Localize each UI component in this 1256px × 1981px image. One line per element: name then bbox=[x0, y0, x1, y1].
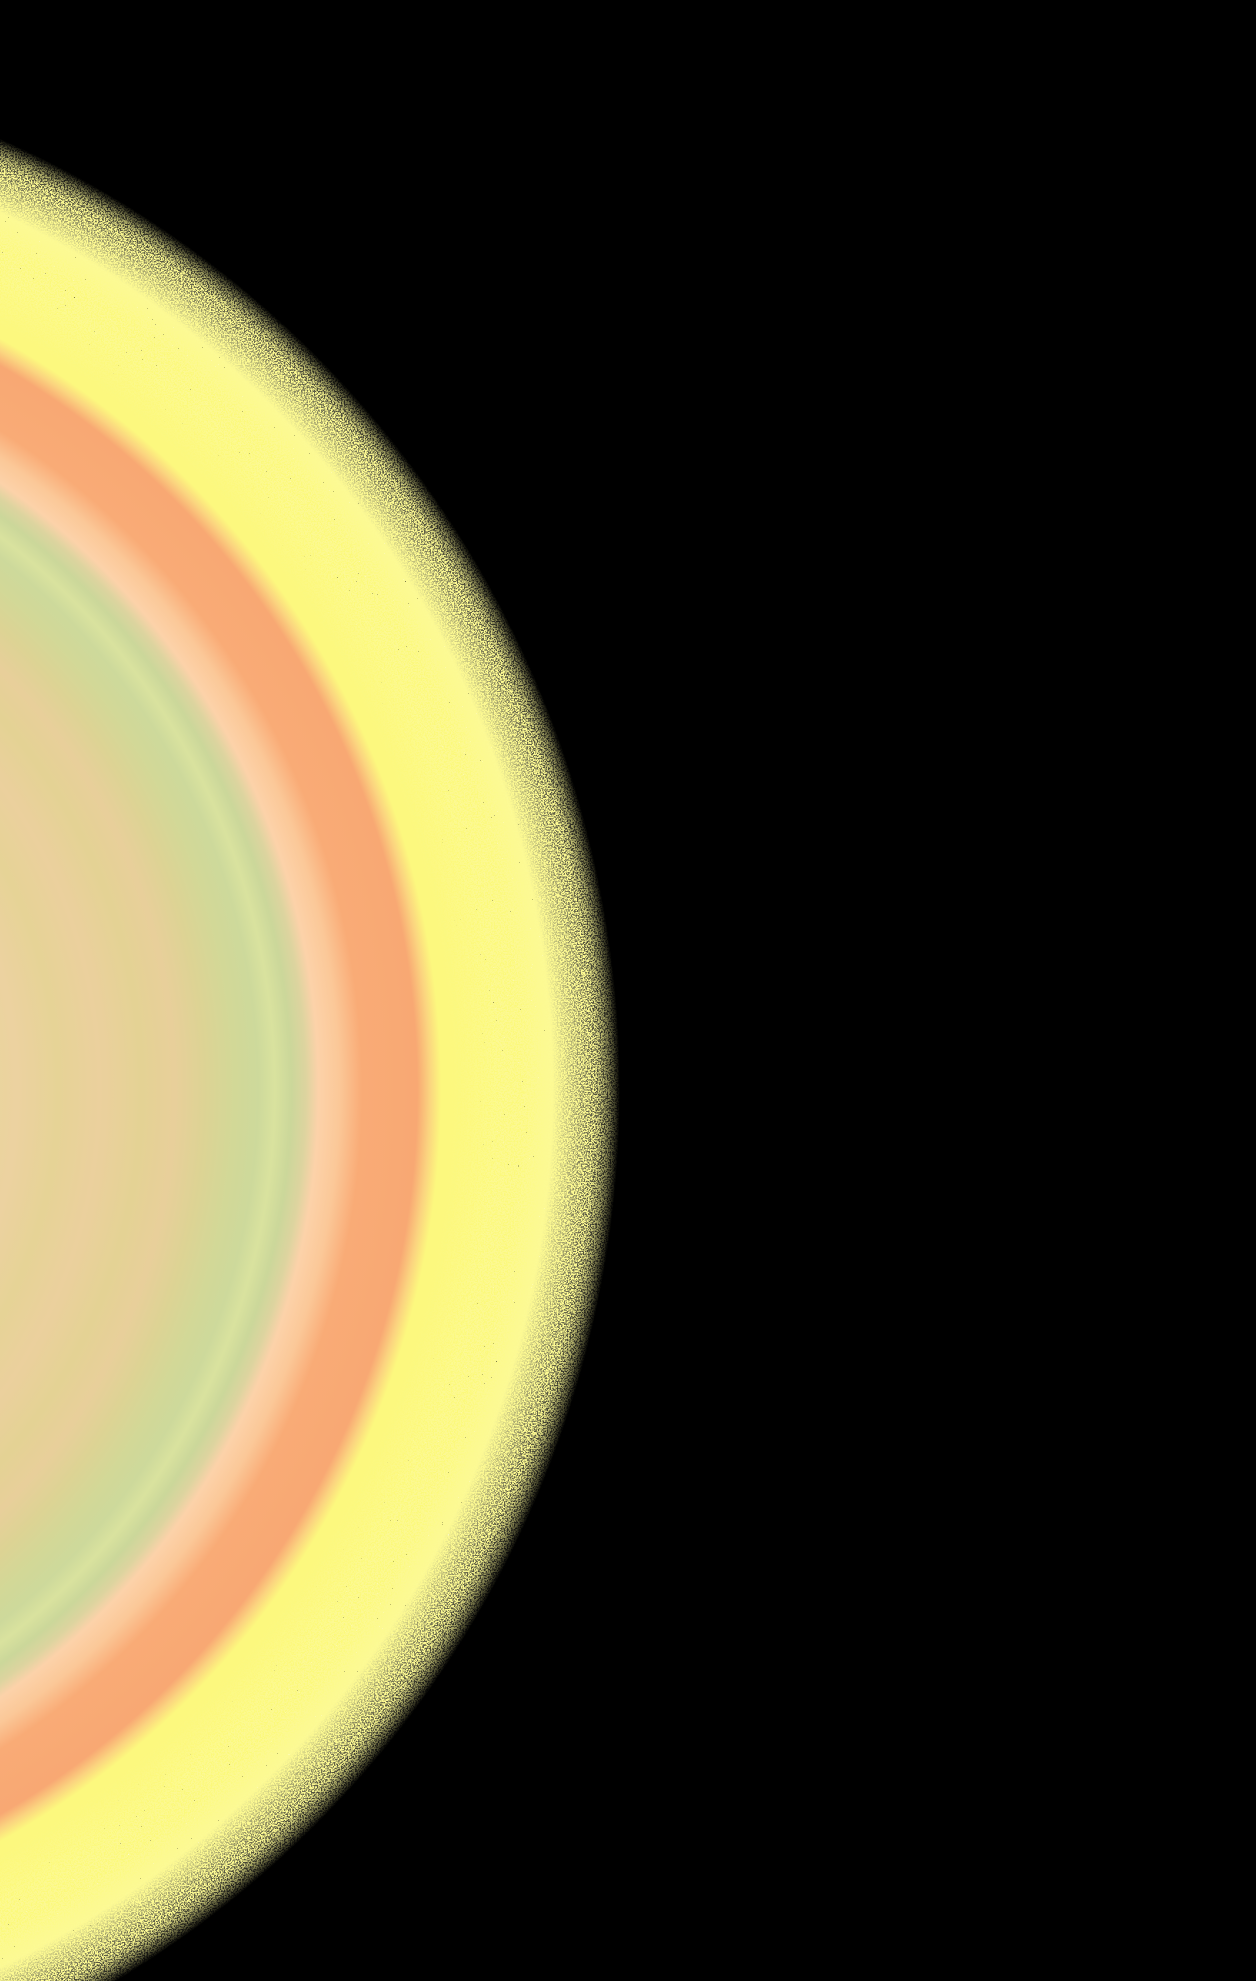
noise-layers bbox=[0, 0, 1256, 1981]
space-scene: Limb of a huge glowing sun-like orb fill… bbox=[0, 0, 1256, 1981]
artwork: Limb of a huge glowing sun-like orb fill… bbox=[0, 0, 1256, 1981]
black-speckle-layer bbox=[0, 0, 1256, 1981]
